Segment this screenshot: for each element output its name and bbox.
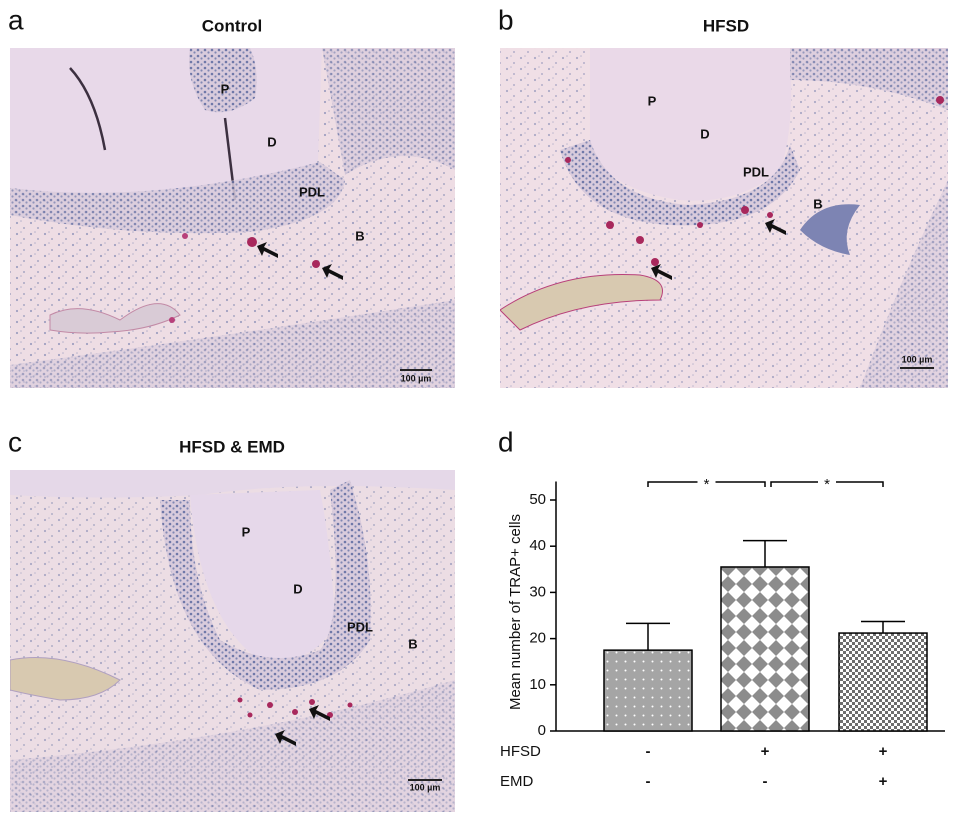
bar [838,632,928,732]
image-label: P [648,93,657,108]
bar [720,566,810,732]
row-value: + [879,773,888,790]
row-value: - [646,773,651,790]
image-label: D [267,134,276,149]
bar-chart: 0 10 20 30 40 50 HFSD - + + EMD - - + * * [500,476,945,790]
significance-label: * [704,476,710,493]
significance-label: * [824,476,830,493]
image-label: PDL [299,184,325,199]
row-value: - [646,743,651,760]
image-label: D [293,581,302,596]
y-tick-label: 0 [538,722,546,739]
image-label: PDL [347,619,373,634]
row-value: - [763,773,768,790]
panel-title: Control [202,16,262,35]
row-value: + [761,743,770,760]
panel-letter: d [498,426,514,457]
image-label: B [408,636,417,651]
scale-bar-label: 100 µm [902,354,933,364]
panel-letter: a [8,4,24,35]
y-tick-label: 30 [529,583,546,600]
row-label: HFSD [500,743,541,760]
y-tick-label: 20 [529,630,546,647]
panel-letter: b [498,4,514,35]
bar [603,649,693,732]
row-value: + [879,743,888,760]
y-axis-label: Mean number of TRAP+ cells [507,514,524,710]
significance-bracket [770,481,884,487]
histology-image [500,48,948,388]
histology-image [10,48,455,388]
scale-bar-label: 100 µm [401,373,432,383]
y-tick-label: 50 [529,491,546,508]
significance-bracket [647,481,766,487]
y-tick-label: 10 [529,676,546,693]
row-label: EMD [500,773,534,790]
panel-title: HFSD & EMD [179,437,285,456]
panel-title: HFSD [703,16,749,35]
panel-letter: c [8,426,22,457]
histology-image [10,470,455,812]
image-label: P [221,81,230,96]
scale-bar-label: 100 µm [410,782,441,792]
image-label: PDL [743,164,769,179]
image-label: D [700,126,709,141]
image-label: B [813,196,822,211]
image-label: B [355,228,364,243]
y-tick-label: 40 [529,537,546,554]
image-labels: P D PDL B 100 µm P D PDL B 100 µm P D PD… [221,81,933,792]
image-label: P [242,524,251,539]
